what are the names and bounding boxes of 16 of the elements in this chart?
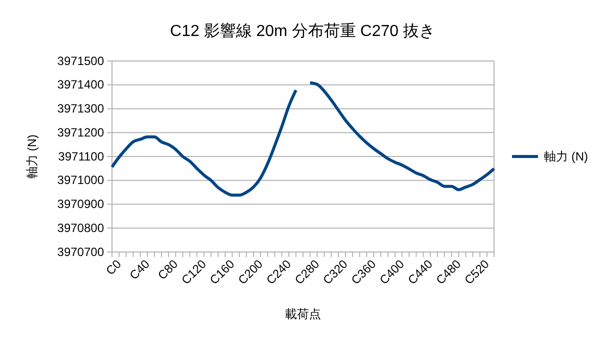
x-tick-label: C0 [103,256,124,278]
y-tick-label: 3971000 [57,173,104,188]
y-tick-label: 3970800 [57,220,104,235]
legend-label: 軸力 (N) [544,150,588,164]
y-axis-title: 軸力 (N) [25,134,39,178]
x-tick-label: C80 [155,256,181,282]
x-tick-label: C40 [126,256,153,282]
y-tick-label: 3971200 [57,125,104,140]
y-tick-label: 3971300 [57,102,104,116]
chart-title: C12 影響線 20m 分布荷重 C270 抜き [170,22,435,40]
y-tick-label: 3971400 [57,78,104,92]
y-tick-label: 3970700 [57,244,104,259]
x-axis-title: 載荷点 [285,307,321,321]
y-tick-label: 3970900 [57,197,104,212]
y-tick-label: 3971100 [58,149,104,164]
y-tick-label: 3971500 [57,54,104,68]
